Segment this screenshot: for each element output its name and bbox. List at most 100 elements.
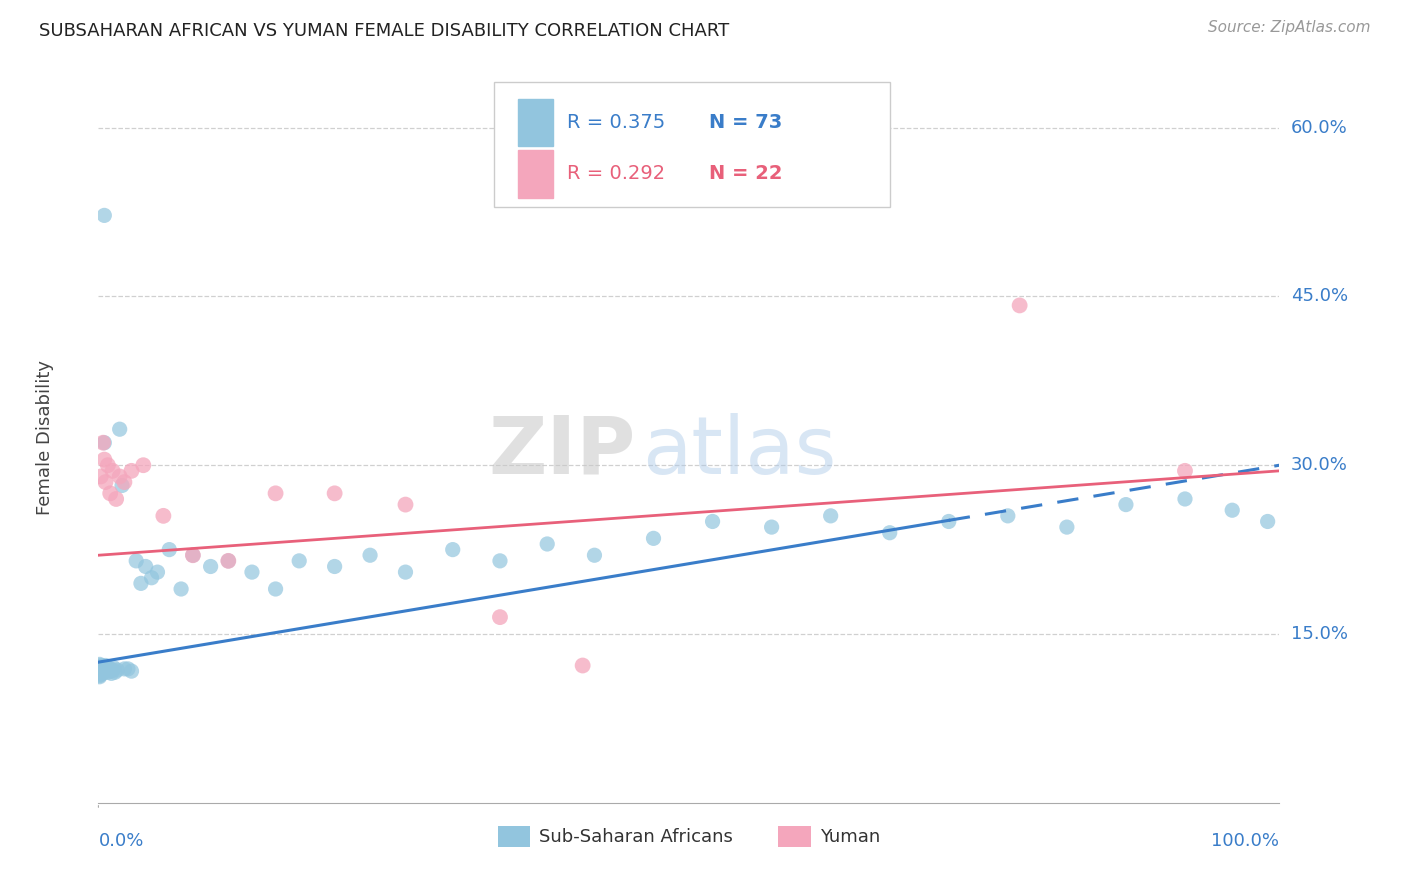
- Text: R = 0.292: R = 0.292: [567, 164, 665, 183]
- Point: [938, 515, 960, 529]
- Point: [200, 559, 222, 574]
- Point: [112, 475, 135, 489]
- Point: [101, 464, 124, 478]
- Point: [93, 662, 115, 676]
- Point: [288, 554, 311, 568]
- Point: [98, 662, 121, 676]
- Point: [117, 662, 139, 676]
- Point: [98, 664, 121, 678]
- Point: [90, 658, 112, 673]
- Point: [108, 469, 131, 483]
- Text: N = 73: N = 73: [709, 113, 782, 132]
- Point: [104, 665, 127, 680]
- Point: [1115, 498, 1137, 512]
- Point: [536, 537, 558, 551]
- Point: [105, 663, 128, 677]
- Text: SUBSAHARAN AFRICAN VS YUMAN FEMALE DISABILITY CORRELATION CHART: SUBSAHARAN AFRICAN VS YUMAN FEMALE DISAB…: [39, 22, 730, 40]
- Point: [181, 548, 204, 562]
- Point: [1220, 503, 1243, 517]
- Point: [111, 478, 134, 492]
- Point: [489, 554, 512, 568]
- Point: [217, 554, 239, 568]
- Point: [112, 662, 135, 676]
- Point: [1174, 491, 1197, 506]
- Point: [394, 565, 416, 579]
- Text: N = 22: N = 22: [709, 164, 783, 183]
- Point: [170, 582, 193, 596]
- Point: [93, 452, 115, 467]
- Point: [761, 520, 783, 534]
- Point: [217, 554, 239, 568]
- Point: [132, 458, 155, 473]
- Point: [94, 658, 117, 673]
- Text: R = 0.375: R = 0.375: [567, 113, 665, 132]
- Point: [90, 469, 112, 483]
- Point: [90, 663, 112, 677]
- Point: [90, 667, 112, 681]
- Point: [89, 662, 111, 676]
- Point: [98, 486, 121, 500]
- Point: [997, 508, 1019, 523]
- Text: 30.0%: 30.0%: [1291, 456, 1347, 475]
- Point: [1008, 298, 1031, 312]
- Text: 15.0%: 15.0%: [1291, 625, 1347, 643]
- Text: 0.0%: 0.0%: [98, 832, 143, 850]
- Point: [105, 491, 128, 506]
- Text: Source: ZipAtlas.com: Source: ZipAtlas.com: [1208, 20, 1371, 35]
- Point: [100, 666, 122, 681]
- Point: [121, 664, 143, 678]
- Point: [141, 571, 163, 585]
- Legend: Sub-Saharan Africans, Yuman: Sub-Saharan Africans, Yuman: [489, 817, 889, 856]
- Point: [89, 659, 111, 673]
- Point: [1056, 520, 1078, 534]
- Point: [643, 532, 665, 546]
- Point: [91, 435, 114, 450]
- Point: [89, 665, 111, 680]
- Point: [91, 663, 114, 677]
- Point: [98, 663, 121, 677]
- Point: [1257, 515, 1279, 529]
- Point: [583, 548, 606, 562]
- Point: [359, 548, 381, 562]
- Point: [97, 458, 120, 473]
- Point: [441, 542, 464, 557]
- Point: [152, 508, 174, 523]
- Point: [96, 663, 118, 677]
- Text: 45.0%: 45.0%: [1291, 287, 1348, 305]
- Point: [90, 665, 112, 680]
- Text: Female Disability: Female Disability: [37, 359, 55, 515]
- Point: [240, 565, 263, 579]
- Point: [89, 657, 111, 672]
- Point: [129, 576, 152, 591]
- Point: [571, 658, 593, 673]
- Point: [135, 559, 157, 574]
- Point: [93, 435, 115, 450]
- Point: [146, 565, 169, 579]
- Point: [264, 582, 287, 596]
- Point: [108, 422, 131, 436]
- Point: [91, 666, 114, 681]
- Bar: [517, 150, 553, 197]
- Point: [90, 661, 112, 675]
- Point: [394, 498, 416, 512]
- Point: [97, 661, 120, 675]
- Text: 100.0%: 100.0%: [1212, 832, 1279, 850]
- Point: [323, 559, 346, 574]
- Point: [97, 665, 120, 680]
- Point: [91, 659, 114, 673]
- Bar: [517, 99, 553, 146]
- FancyBboxPatch shape: [494, 82, 890, 207]
- Point: [157, 542, 180, 557]
- Point: [103, 661, 125, 675]
- Text: 60.0%: 60.0%: [1291, 119, 1347, 136]
- Point: [489, 610, 512, 624]
- Point: [91, 662, 114, 676]
- Point: [264, 486, 287, 500]
- Point: [91, 665, 114, 680]
- Point: [93, 208, 115, 222]
- Point: [94, 664, 117, 678]
- Point: [91, 664, 114, 678]
- Point: [89, 668, 111, 682]
- Point: [1174, 464, 1197, 478]
- Point: [94, 475, 117, 489]
